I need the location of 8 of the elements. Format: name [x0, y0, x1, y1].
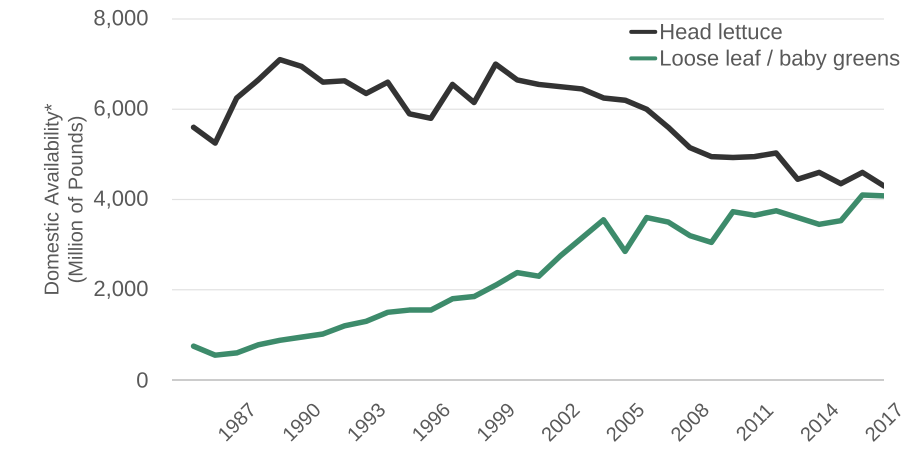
- y-tick-label: 2,000: [94, 280, 148, 299]
- y-tick-label: 0: [137, 372, 148, 388]
- y-axis-title: Domestic Availability* (Million of Pounds): [44, 104, 87, 294]
- y-tick-label: 8,000: [94, 10, 148, 28]
- legend-label: Head lettuce: [661, 23, 782, 40]
- y-tick-label: 6,000: [94, 100, 148, 118]
- legend-label: Loose leaf / baby greens: [661, 50, 900, 70]
- y-tick-label: 4,000: [94, 190, 148, 209]
